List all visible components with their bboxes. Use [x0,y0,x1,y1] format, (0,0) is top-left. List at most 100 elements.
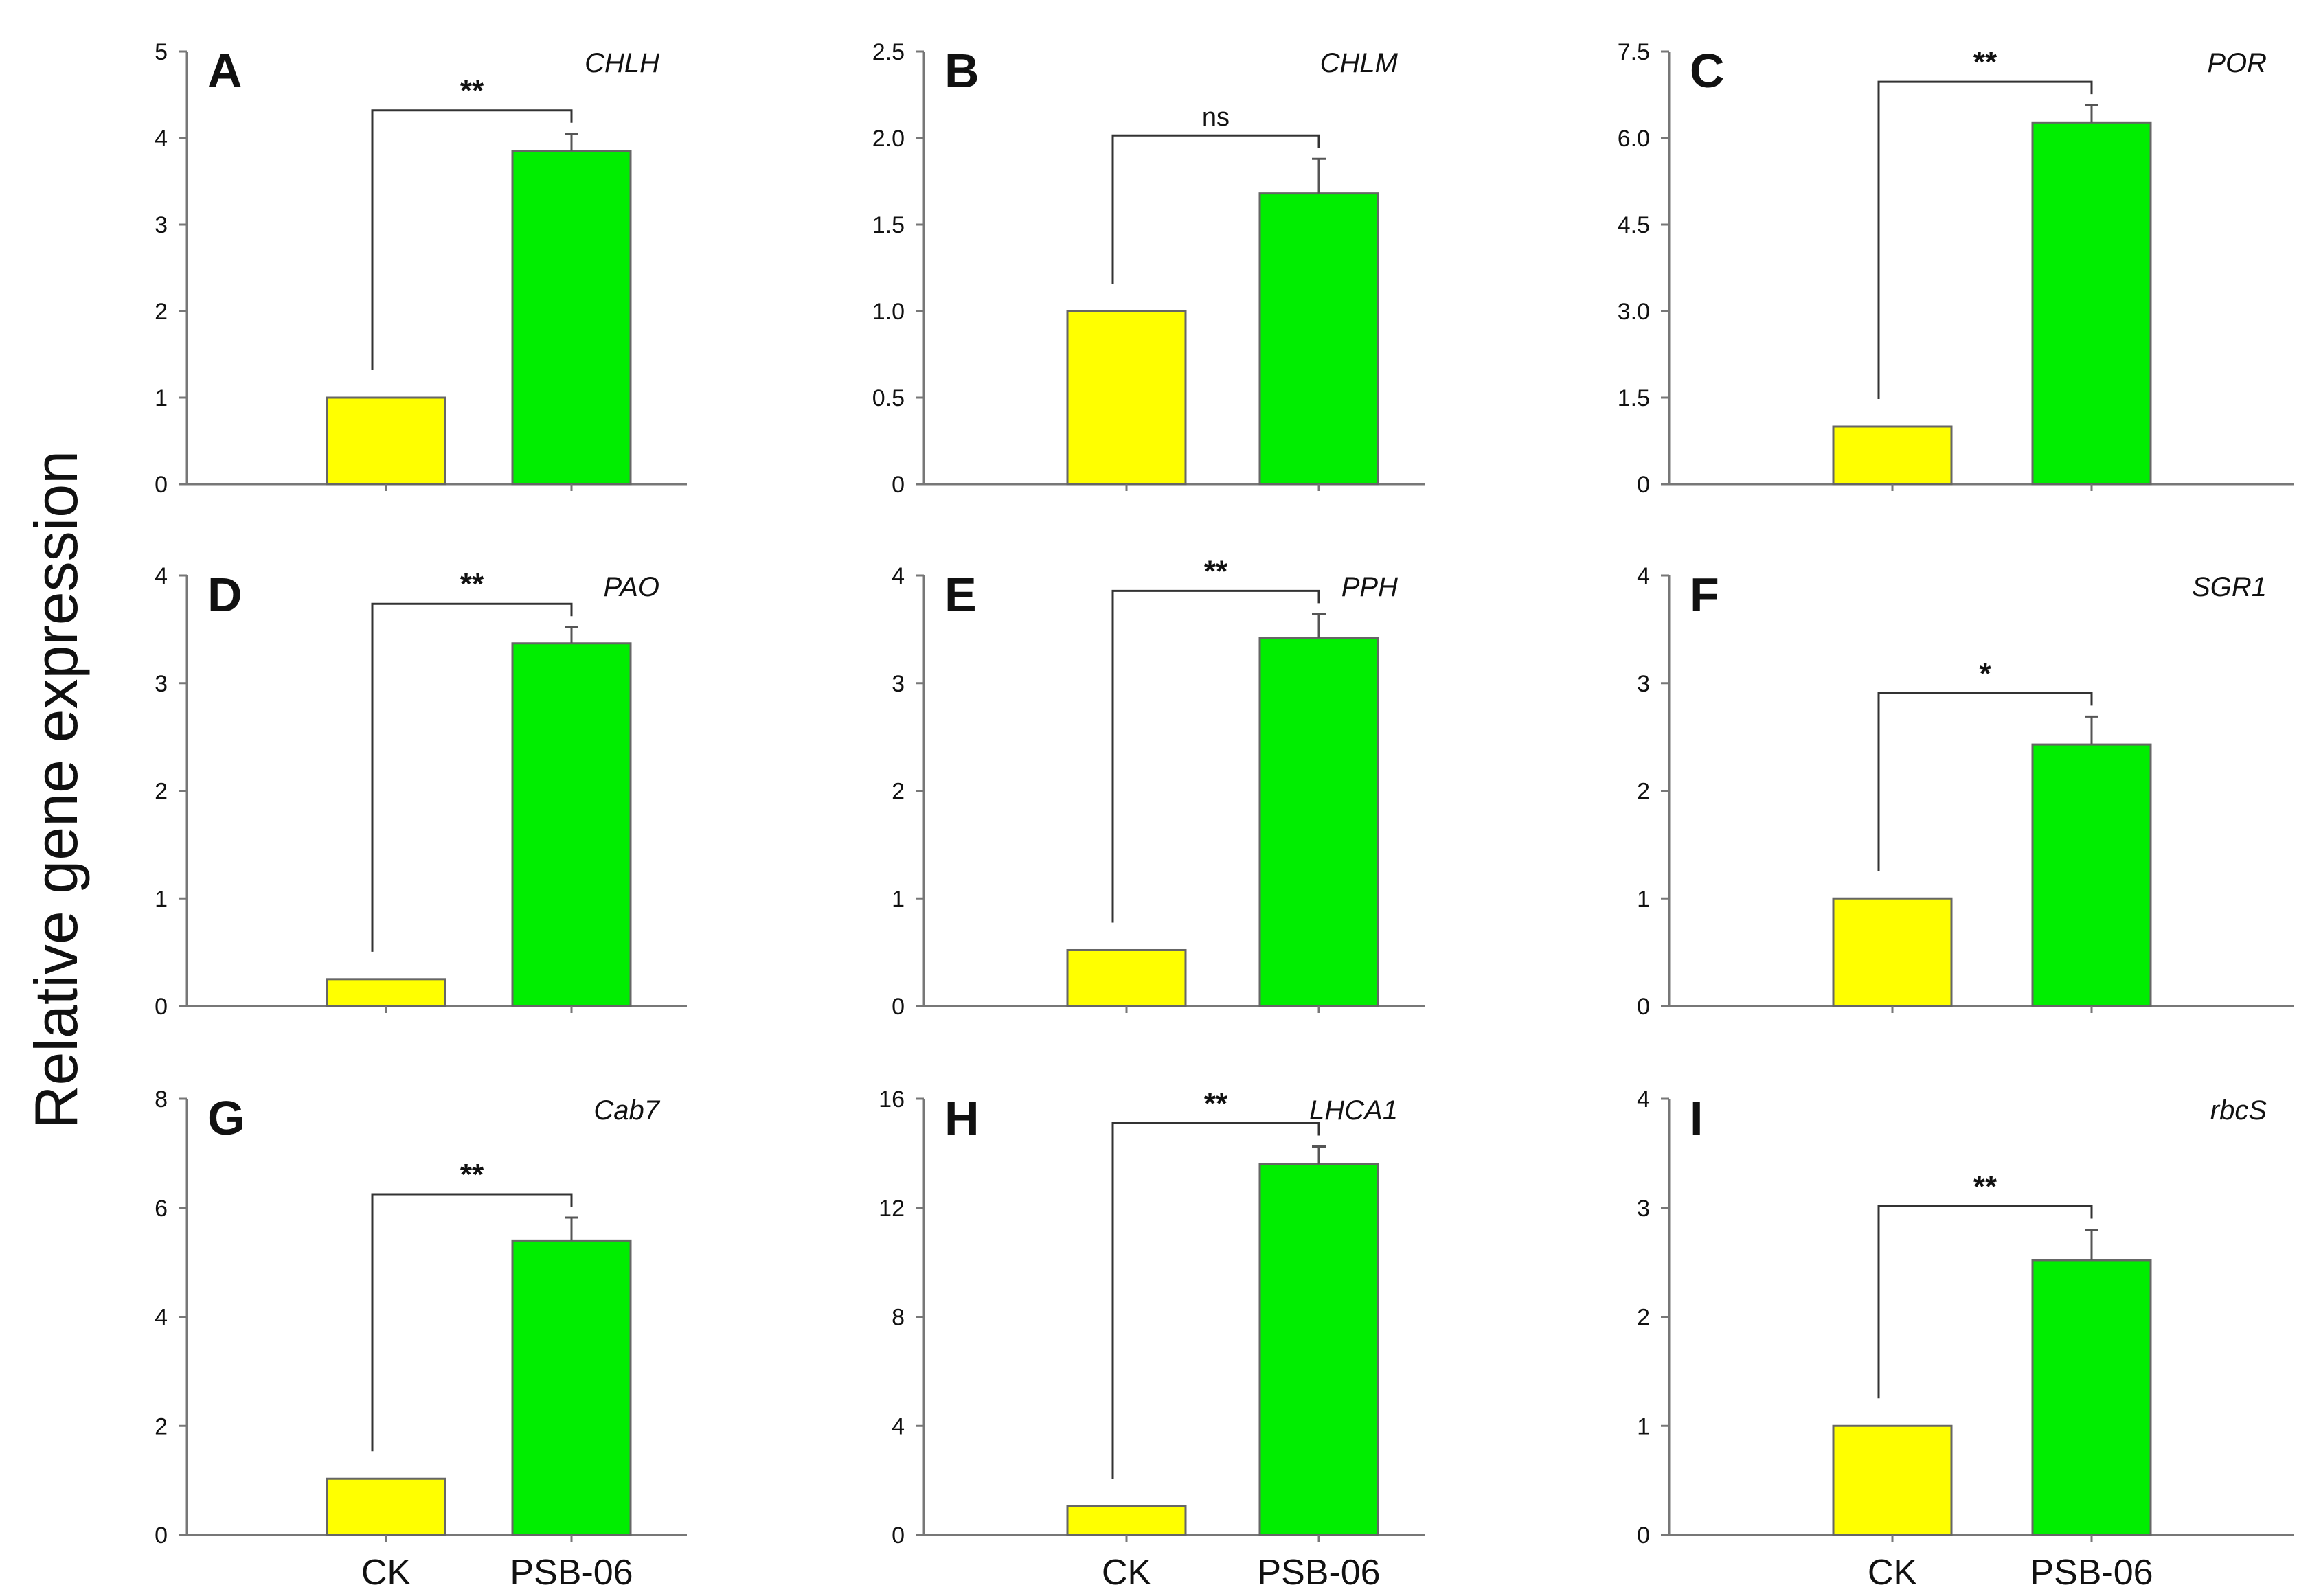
significance-label: ** [1204,1086,1228,1120]
gene-title: CHLH [585,48,659,78]
significance-bracket [1877,1205,2093,1399]
bar-psb-06 [2031,121,2152,486]
y-tick-label: 12 [879,1196,905,1222]
y-tick-label: 2.5 [872,39,905,65]
y-tick-label: 4 [155,126,168,152]
x-tick-label: CK [361,1553,411,1593]
significance-label: ** [460,74,484,108]
significance-label: ** [460,567,484,601]
significance-label: * [1979,657,1991,690]
y-tick-label: 1 [155,886,168,912]
panel-letter: F [1690,568,1719,622]
x-tick-label: CK [1102,1553,1152,1593]
significance-label: ** [1973,1170,1997,1204]
bar-psb-06 [511,1239,632,1536]
gene-title: POR [2207,48,2267,78]
significance-bracket [1111,589,1320,923]
y-tick-label: 3 [1637,1196,1650,1222]
gene-title: CHLM [1320,48,1399,78]
y-tick-label: 16 [879,1086,905,1113]
panel-a: 0 1 2 3 4 5 ** A CHLH [155,39,687,498]
panel-h: 0 4 8 12 16 ** H LHCA1 CK PSB-06 [879,1086,1425,1593]
bar-psb-06 [2031,1259,2152,1536]
gene-title: PPH [1341,572,1398,602]
y-tick-label: 0 [1637,1523,1650,1549]
panel-g: 0 2 4 6 8 ** G Cab7 CK PSB-06 [155,1086,687,1593]
panel-d: 0 1 2 3 4 ** D PAO [155,563,687,1020]
bar-psb-06 [1258,637,1379,1007]
y-tick-label: 4 [892,563,905,589]
y-tick-label: 2 [155,779,168,805]
significance-bracket [371,602,573,952]
bar-psb-06 [511,642,632,1007]
bar-ck [326,978,446,1007]
y-tick-label: 8 [155,1086,168,1113]
y-tick-label: 4 [155,563,168,589]
significance-label: ** [1973,45,1997,79]
y-tick-label: 0 [892,994,905,1020]
bar-ck [326,396,446,486]
y-tick-label: 0 [155,994,168,1020]
y-tick-label: 4 [155,1305,168,1331]
y-tick-label: 0 [892,472,905,498]
y-tick-label: 3 [155,671,168,697]
y-tick-label: 4.5 [1618,212,1650,238]
y-tick-label: 0.5 [872,385,905,411]
y-tick-label: 1 [1637,1413,1650,1439]
y-tick-label: 4 [892,1413,905,1439]
gene-title: rbcS [2210,1095,2267,1126]
y-tick-label: 2 [1637,779,1650,805]
panel-letter: D [207,568,242,622]
y-tick-label: 7.5 [1618,39,1650,65]
y-tick-label: 3 [1637,671,1650,697]
y-tick-label: 1.5 [1618,385,1650,411]
y-tick-label: 3 [155,212,168,238]
x-tick-label: PSB-06 [510,1553,633,1593]
y-tick-label: 2 [155,299,168,325]
significance-bracket [371,1193,573,1452]
panel-b: 0 0.5 1.0 1.5 2.0 2.5 ns B CHLM [872,39,1425,498]
y-tick-label: 3 [892,671,905,697]
gene-title: PAO [603,572,659,602]
bar-ck [326,1477,446,1536]
y-tick-label: 0 [1637,472,1650,498]
y-tick-label: 2 [155,1413,168,1439]
bar-psb-06 [1258,1163,1379,1536]
gene-title: SGR1 [2192,572,2267,602]
y-tick-label: 1 [1637,886,1650,912]
significance-label: ns [1202,103,1230,132]
panel-letter: C [1690,44,1725,98]
bar-ck [1066,1505,1187,1536]
y-tick-label: 0 [892,1523,905,1549]
x-tick-label: CK [1868,1553,1918,1593]
bar-ck [1832,897,1953,1007]
panel-letter: I [1690,1091,1703,1145]
y-tick-label: 0 [155,1523,168,1549]
y-tick-label: 6.0 [1618,126,1650,152]
gene-title: LHCA1 [1309,1095,1398,1126]
panel-letter: H [944,1091,980,1145]
significance-bracket [1877,80,2093,399]
bar-ck [1832,425,1953,486]
y-tick-label: 2.0 [872,126,905,152]
bar-ck [1066,948,1187,1007]
y-tick-label: 6 [155,1196,168,1222]
y-tick-label: 5 [155,39,168,65]
y-tick-label: 2 [892,779,905,805]
bar-ck [1832,1424,1953,1536]
y-tick-label: 1 [892,886,905,912]
y-tick-label: 0 [155,472,168,498]
x-tick-label: PSB-06 [2030,1553,2153,1593]
bar-psb-06 [2031,743,2152,1007]
y-tick-label: 4 [1637,563,1650,589]
x-tick-label: PSB-06 [1257,1553,1380,1593]
panel-letter: G [207,1091,245,1145]
bar-psb-06 [511,150,632,486]
significance-label: ** [1204,554,1228,588]
significance-bracket [1111,1121,1320,1479]
panel-c: 0 1.5 3.0 4.5 6.0 7.5 ** C POR [1618,39,2294,498]
gene-title: Cab7 [593,1095,660,1126]
panel-letter: B [944,44,980,98]
significance-bracket [371,109,573,370]
